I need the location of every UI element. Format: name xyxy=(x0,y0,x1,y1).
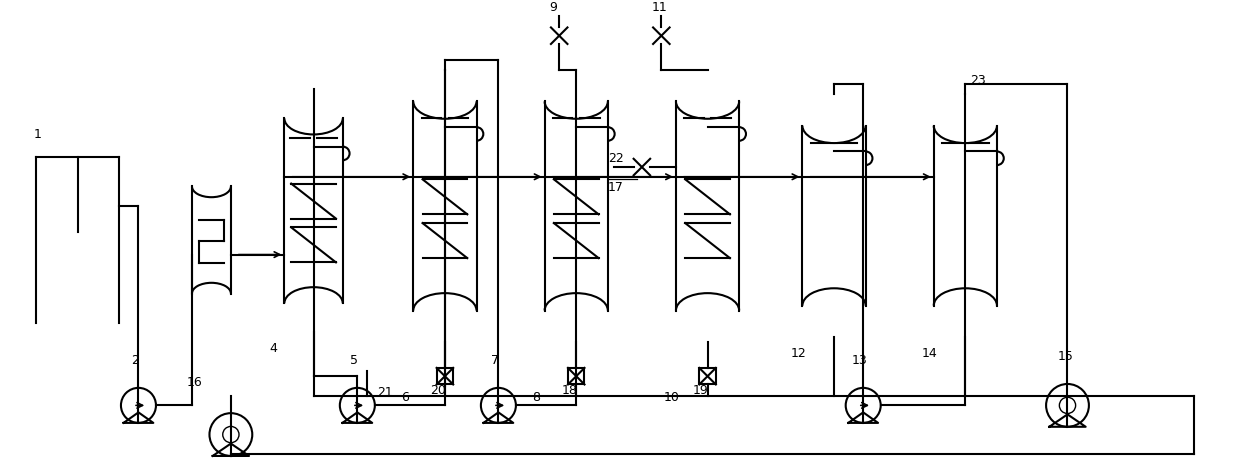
Text: 12: 12 xyxy=(790,347,806,360)
Text: 10: 10 xyxy=(663,391,680,404)
Text: 6: 6 xyxy=(401,391,409,404)
Text: 9: 9 xyxy=(549,1,557,15)
Bar xyxy=(284,118,342,303)
Text: 11: 11 xyxy=(651,1,667,15)
Text: 17: 17 xyxy=(608,181,624,195)
Text: 18: 18 xyxy=(562,384,578,397)
Bar xyxy=(934,125,997,306)
Text: 14: 14 xyxy=(921,347,937,360)
Text: 19: 19 xyxy=(693,384,709,397)
Bar xyxy=(699,368,715,384)
Text: 4: 4 xyxy=(270,342,278,355)
Text: 5: 5 xyxy=(350,353,357,367)
Text: 21: 21 xyxy=(377,386,393,399)
Bar xyxy=(802,125,866,306)
Text: 7: 7 xyxy=(491,353,498,367)
Text: 20: 20 xyxy=(430,384,446,397)
Bar xyxy=(568,368,584,384)
Bar xyxy=(544,102,608,311)
Bar xyxy=(436,368,453,384)
Bar xyxy=(413,102,476,311)
Text: 13: 13 xyxy=(852,353,867,367)
Text: 8: 8 xyxy=(532,391,541,404)
Text: 2: 2 xyxy=(130,353,139,367)
Text: 16: 16 xyxy=(187,376,203,389)
Text: 23: 23 xyxy=(970,74,986,87)
Bar xyxy=(676,102,739,311)
Text: 1: 1 xyxy=(33,128,41,141)
Text: 22: 22 xyxy=(608,152,624,165)
Bar xyxy=(192,187,231,293)
Text: 15: 15 xyxy=(1058,350,1074,363)
